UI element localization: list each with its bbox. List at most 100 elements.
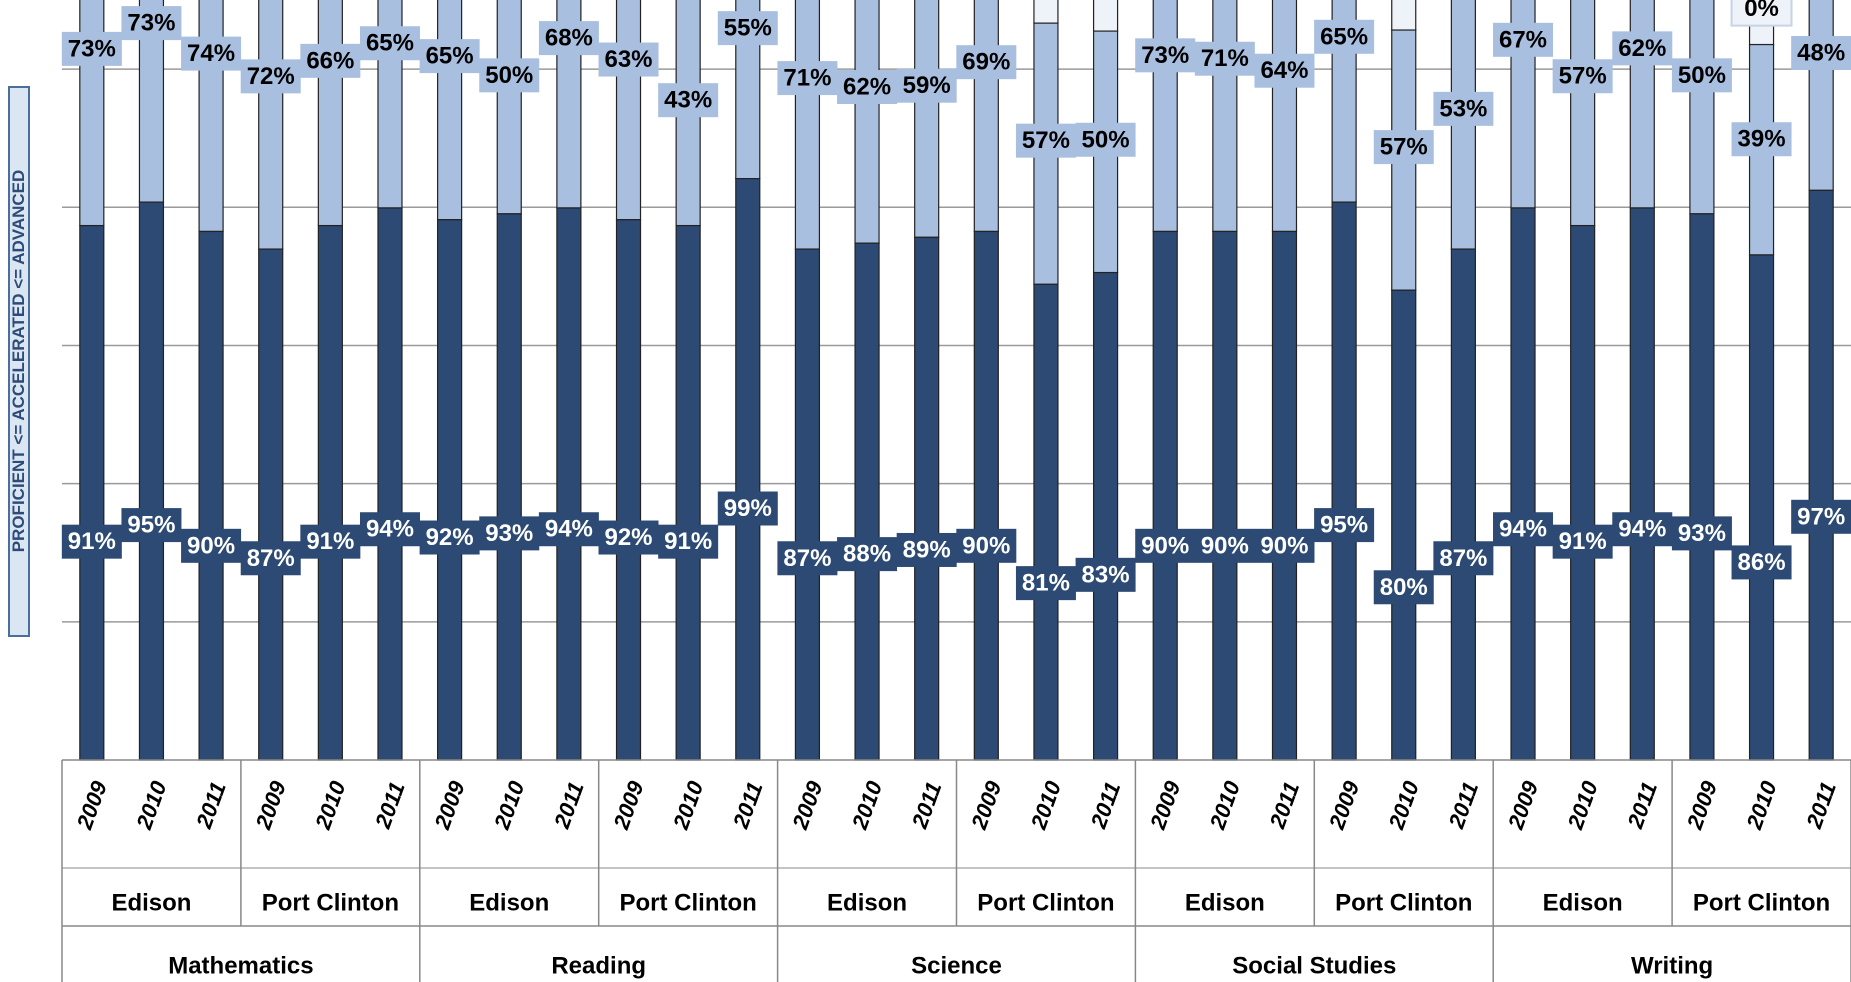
- bar-proficient: [1510, 207, 1536, 761]
- label-box-accelerated: [1314, 19, 1375, 54]
- data-label-accelerated: 73%: [127, 10, 175, 37]
- bar-accelerated: [1212, 0, 1238, 233]
- label-box-proficient: [777, 541, 838, 576]
- label-box-advanced: [1730, 0, 1793, 27]
- x-group-subject: Writing: [1631, 953, 1713, 980]
- x-group-school: Edison: [827, 890, 907, 917]
- data-label-accelerated: 74%: [187, 40, 235, 67]
- x-tick-year: 2010: [668, 777, 709, 833]
- x-tick-year: 2010: [489, 777, 530, 833]
- label-box-proficient: [359, 512, 420, 547]
- label-box-proficient: [1135, 528, 1196, 563]
- label-box-proficient: [956, 528, 1017, 563]
- x-tick-year: 2009: [1324, 777, 1365, 833]
- x-tick-year: 2011: [1443, 778, 1483, 832]
- bar-proficient: [198, 230, 224, 761]
- label-box-accelerated: [777, 61, 838, 96]
- data-label-proficient: 91%: [664, 528, 712, 555]
- bar-proficient: [914, 236, 940, 761]
- bar-proficient: [1152, 230, 1178, 761]
- data-label-accelerated: 39%: [1738, 126, 1786, 153]
- data-label-proficient: 87%: [247, 545, 295, 572]
- x-tick-year: 2011: [191, 778, 231, 832]
- bar-proficient: [1808, 189, 1834, 761]
- x-tick-year: 2009: [429, 777, 470, 833]
- bar-proficient: [735, 178, 761, 761]
- x-group-school: Edison: [111, 890, 191, 917]
- label-box-accelerated: [1373, 130, 1434, 165]
- label-box-proficient: [1671, 516, 1732, 551]
- data-label-accelerated: 72%: [247, 63, 295, 90]
- x-tick-year: 2010: [131, 777, 172, 833]
- x-tick-year: 2009: [1503, 777, 1544, 833]
- x-tick-year: 2010: [1741, 777, 1782, 833]
- label-box-accelerated: [1075, 122, 1136, 157]
- bar-advanced: [1092, 0, 1119, 32]
- x-tick-year: 2010: [1025, 777, 1066, 833]
- data-label-accelerated: 55%: [724, 15, 772, 42]
- label-box-accelerated: [1552, 59, 1613, 94]
- data-label-proficient: 90%: [1141, 532, 1189, 559]
- label-box-accelerated: [1254, 53, 1315, 88]
- data-label-proficient: 92%: [604, 524, 652, 551]
- label-box-proficient: [658, 524, 719, 559]
- data-label-proficient: 87%: [783, 545, 831, 572]
- x-group-school: Port Clinton: [619, 890, 756, 917]
- x-tick-year: 2011: [1801, 778, 1841, 832]
- data-label-accelerated: 50%: [485, 62, 533, 89]
- label-box-proficient: [598, 520, 659, 555]
- data-label-advanced: 0%: [1744, 0, 1779, 22]
- x-tick-year: 2009: [966, 777, 1007, 833]
- data-label-proficient: 94%: [1618, 516, 1666, 543]
- label-box-proficient: [479, 516, 540, 551]
- data-label-proficient: 88%: [843, 541, 891, 568]
- data-label-accelerated: 57%: [1559, 63, 1607, 90]
- label-box-accelerated: [121, 6, 182, 41]
- label-box-accelerated: [479, 58, 540, 93]
- data-label-accelerated: 50%: [1082, 126, 1130, 153]
- data-label-accelerated: 67%: [1499, 26, 1547, 53]
- data-label-accelerated: 48%: [1797, 39, 1845, 66]
- x-tick-year: 2011: [1622, 778, 1662, 832]
- label-box-proficient: [121, 508, 182, 543]
- data-label-proficient: 94%: [366, 516, 414, 543]
- data-label-accelerated: 64%: [1260, 57, 1308, 84]
- bar-accelerated: [1570, 0, 1596, 227]
- x-group-school: Edison: [1185, 890, 1265, 917]
- bar-proficient: [1748, 254, 1775, 761]
- x-tick-year: 2009: [1681, 777, 1722, 833]
- x-group-subject: Mathematics: [168, 953, 313, 980]
- label-box-accelerated: [1194, 41, 1255, 76]
- bar-proficient: [138, 201, 165, 761]
- label-box-accelerated: [61, 31, 122, 66]
- label-box-proficient: [300, 524, 361, 559]
- x-tick-year: 2009: [787, 777, 828, 833]
- data-label-accelerated: 57%: [1022, 127, 1070, 154]
- label-box-accelerated: [1493, 22, 1554, 57]
- data-label-proficient: 90%: [962, 532, 1010, 559]
- bar-accelerated: [496, 0, 522, 215]
- bar-accelerated: [1271, 0, 1298, 233]
- x-tick-year: 2009: [250, 777, 291, 833]
- x-tick-year: 2009: [608, 777, 649, 833]
- x-tick-year: 2011: [370, 778, 410, 832]
- label-box-accelerated: [956, 45, 1017, 80]
- label-box-accelerated: [240, 59, 301, 94]
- label-box-proficient: [1433, 541, 1494, 576]
- y-axis-label-box: [8, 86, 30, 637]
- bar-proficient: [1689, 213, 1715, 761]
- label-box-proficient: [1254, 528, 1315, 563]
- label-box-accelerated: [1791, 35, 1851, 70]
- data-label-accelerated: 65%: [426, 43, 474, 70]
- label-box-proficient: [717, 491, 778, 526]
- bar-proficient: [1570, 224, 1596, 761]
- data-label-proficient: 90%: [1260, 532, 1308, 559]
- data-label-proficient: 90%: [187, 532, 235, 559]
- x-tick-year: 2009: [1145, 777, 1186, 833]
- x-tick-year: 2011: [1085, 778, 1125, 832]
- bar-proficient: [615, 219, 642, 761]
- x-tick-year: 2011: [728, 778, 768, 832]
- label-box-proficient: [896, 532, 957, 567]
- data-label-accelerated: 65%: [366, 30, 414, 57]
